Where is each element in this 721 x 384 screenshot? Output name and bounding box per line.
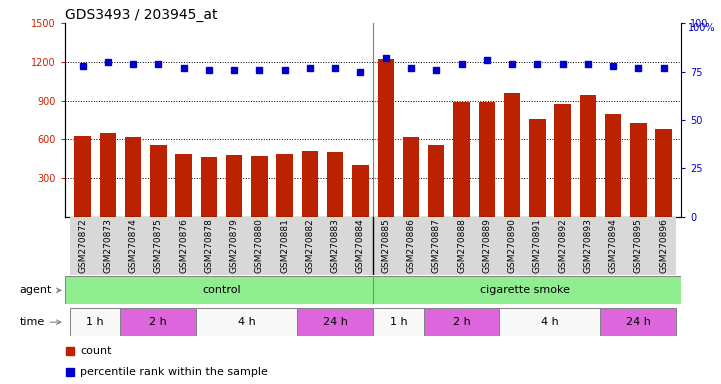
Text: GSM270876: GSM270876	[179, 218, 188, 273]
Bar	[175, 154, 192, 217]
Text: 24 h: 24 h	[323, 317, 348, 327]
Bar	[150, 144, 167, 217]
Text: GSM270889: GSM270889	[482, 218, 491, 273]
Bar	[580, 96, 596, 217]
Bar	[651, 217, 676, 275]
Text: GSM270872: GSM270872	[78, 218, 87, 273]
Bar	[70, 308, 120, 336]
Bar	[146, 217, 171, 275]
Text: GSM270875: GSM270875	[154, 218, 163, 273]
Bar	[70, 217, 95, 275]
Bar	[221, 217, 247, 275]
Bar	[196, 308, 297, 336]
Text: count: count	[80, 346, 112, 356]
Bar	[65, 276, 373, 304]
Text: GSM270892: GSM270892	[558, 218, 567, 273]
Bar	[373, 217, 399, 275]
Bar	[630, 122, 647, 217]
Text: 1 h: 1 h	[87, 317, 104, 327]
Text: GSM270880: GSM270880	[255, 218, 264, 273]
Text: GSM270883: GSM270883	[331, 218, 340, 273]
Bar	[575, 217, 601, 275]
Bar	[550, 217, 575, 275]
Bar	[626, 217, 651, 275]
Bar	[424, 217, 449, 275]
Bar	[226, 155, 242, 217]
Bar	[120, 308, 196, 336]
Text: GSM270895: GSM270895	[634, 218, 643, 273]
Text: GSM270879: GSM270879	[230, 218, 239, 273]
Bar	[378, 59, 394, 217]
Bar	[348, 217, 373, 275]
Bar	[297, 217, 322, 275]
Bar	[251, 156, 267, 217]
Bar	[529, 119, 546, 217]
Text: 4 h: 4 h	[238, 317, 256, 327]
Bar	[601, 217, 626, 275]
Bar	[399, 217, 424, 275]
Text: GSM270882: GSM270882	[306, 218, 314, 273]
Bar	[554, 104, 571, 217]
Text: cigarette smoke: cigarette smoke	[479, 285, 570, 295]
Text: time: time	[19, 317, 61, 327]
Text: GSM270885: GSM270885	[381, 218, 390, 273]
Bar	[428, 144, 444, 217]
Bar	[125, 137, 141, 217]
Bar	[353, 165, 368, 217]
Text: GSM270884: GSM270884	[356, 218, 365, 273]
Bar	[655, 129, 672, 217]
Text: 4 h: 4 h	[541, 317, 559, 327]
Text: GSM270896: GSM270896	[659, 218, 668, 273]
Text: GSM270888: GSM270888	[457, 218, 466, 273]
Bar	[272, 217, 297, 275]
Text: 100%: 100%	[688, 23, 715, 33]
Bar	[95, 217, 120, 275]
Bar	[302, 151, 318, 217]
Bar	[297, 308, 373, 336]
Text: GSM270886: GSM270886	[407, 218, 415, 273]
Text: GSM270873: GSM270873	[103, 218, 112, 273]
Bar	[74, 136, 91, 217]
Text: 1 h: 1 h	[389, 317, 407, 327]
Bar	[99, 133, 116, 217]
Text: GSM270881: GSM270881	[280, 218, 289, 273]
Bar	[327, 152, 343, 217]
Text: GSM270893: GSM270893	[583, 218, 593, 273]
Bar	[454, 102, 470, 217]
Text: GSM270887: GSM270887	[432, 218, 441, 273]
Bar	[373, 276, 681, 304]
Bar	[373, 308, 424, 336]
Text: 24 h: 24 h	[626, 317, 651, 327]
Bar	[474, 217, 500, 275]
Bar	[276, 154, 293, 217]
Bar	[120, 217, 146, 275]
Bar	[504, 93, 521, 217]
Text: GSM270890: GSM270890	[508, 218, 516, 273]
Bar	[171, 217, 196, 275]
Text: 2 h: 2 h	[149, 317, 167, 327]
Text: control: control	[202, 285, 241, 295]
Bar	[322, 217, 348, 275]
Bar	[479, 102, 495, 217]
Bar	[500, 217, 525, 275]
Bar	[500, 308, 601, 336]
Text: GSM270894: GSM270894	[609, 218, 618, 273]
Text: GSM270874: GSM270874	[128, 218, 138, 273]
Bar	[196, 217, 221, 275]
Bar	[424, 308, 500, 336]
Bar	[200, 157, 217, 217]
Text: 2 h: 2 h	[453, 317, 470, 327]
Bar	[605, 114, 622, 217]
Bar	[247, 217, 272, 275]
Bar	[449, 217, 474, 275]
Bar	[601, 308, 676, 336]
Text: percentile rank within the sample: percentile rank within the sample	[80, 367, 268, 377]
Bar	[525, 217, 550, 275]
Text: GSM270878: GSM270878	[204, 218, 213, 273]
Text: GSM270891: GSM270891	[533, 218, 542, 273]
Text: GDS3493 / 203945_at: GDS3493 / 203945_at	[65, 8, 218, 22]
Text: agent: agent	[19, 285, 61, 295]
Bar	[403, 137, 419, 217]
